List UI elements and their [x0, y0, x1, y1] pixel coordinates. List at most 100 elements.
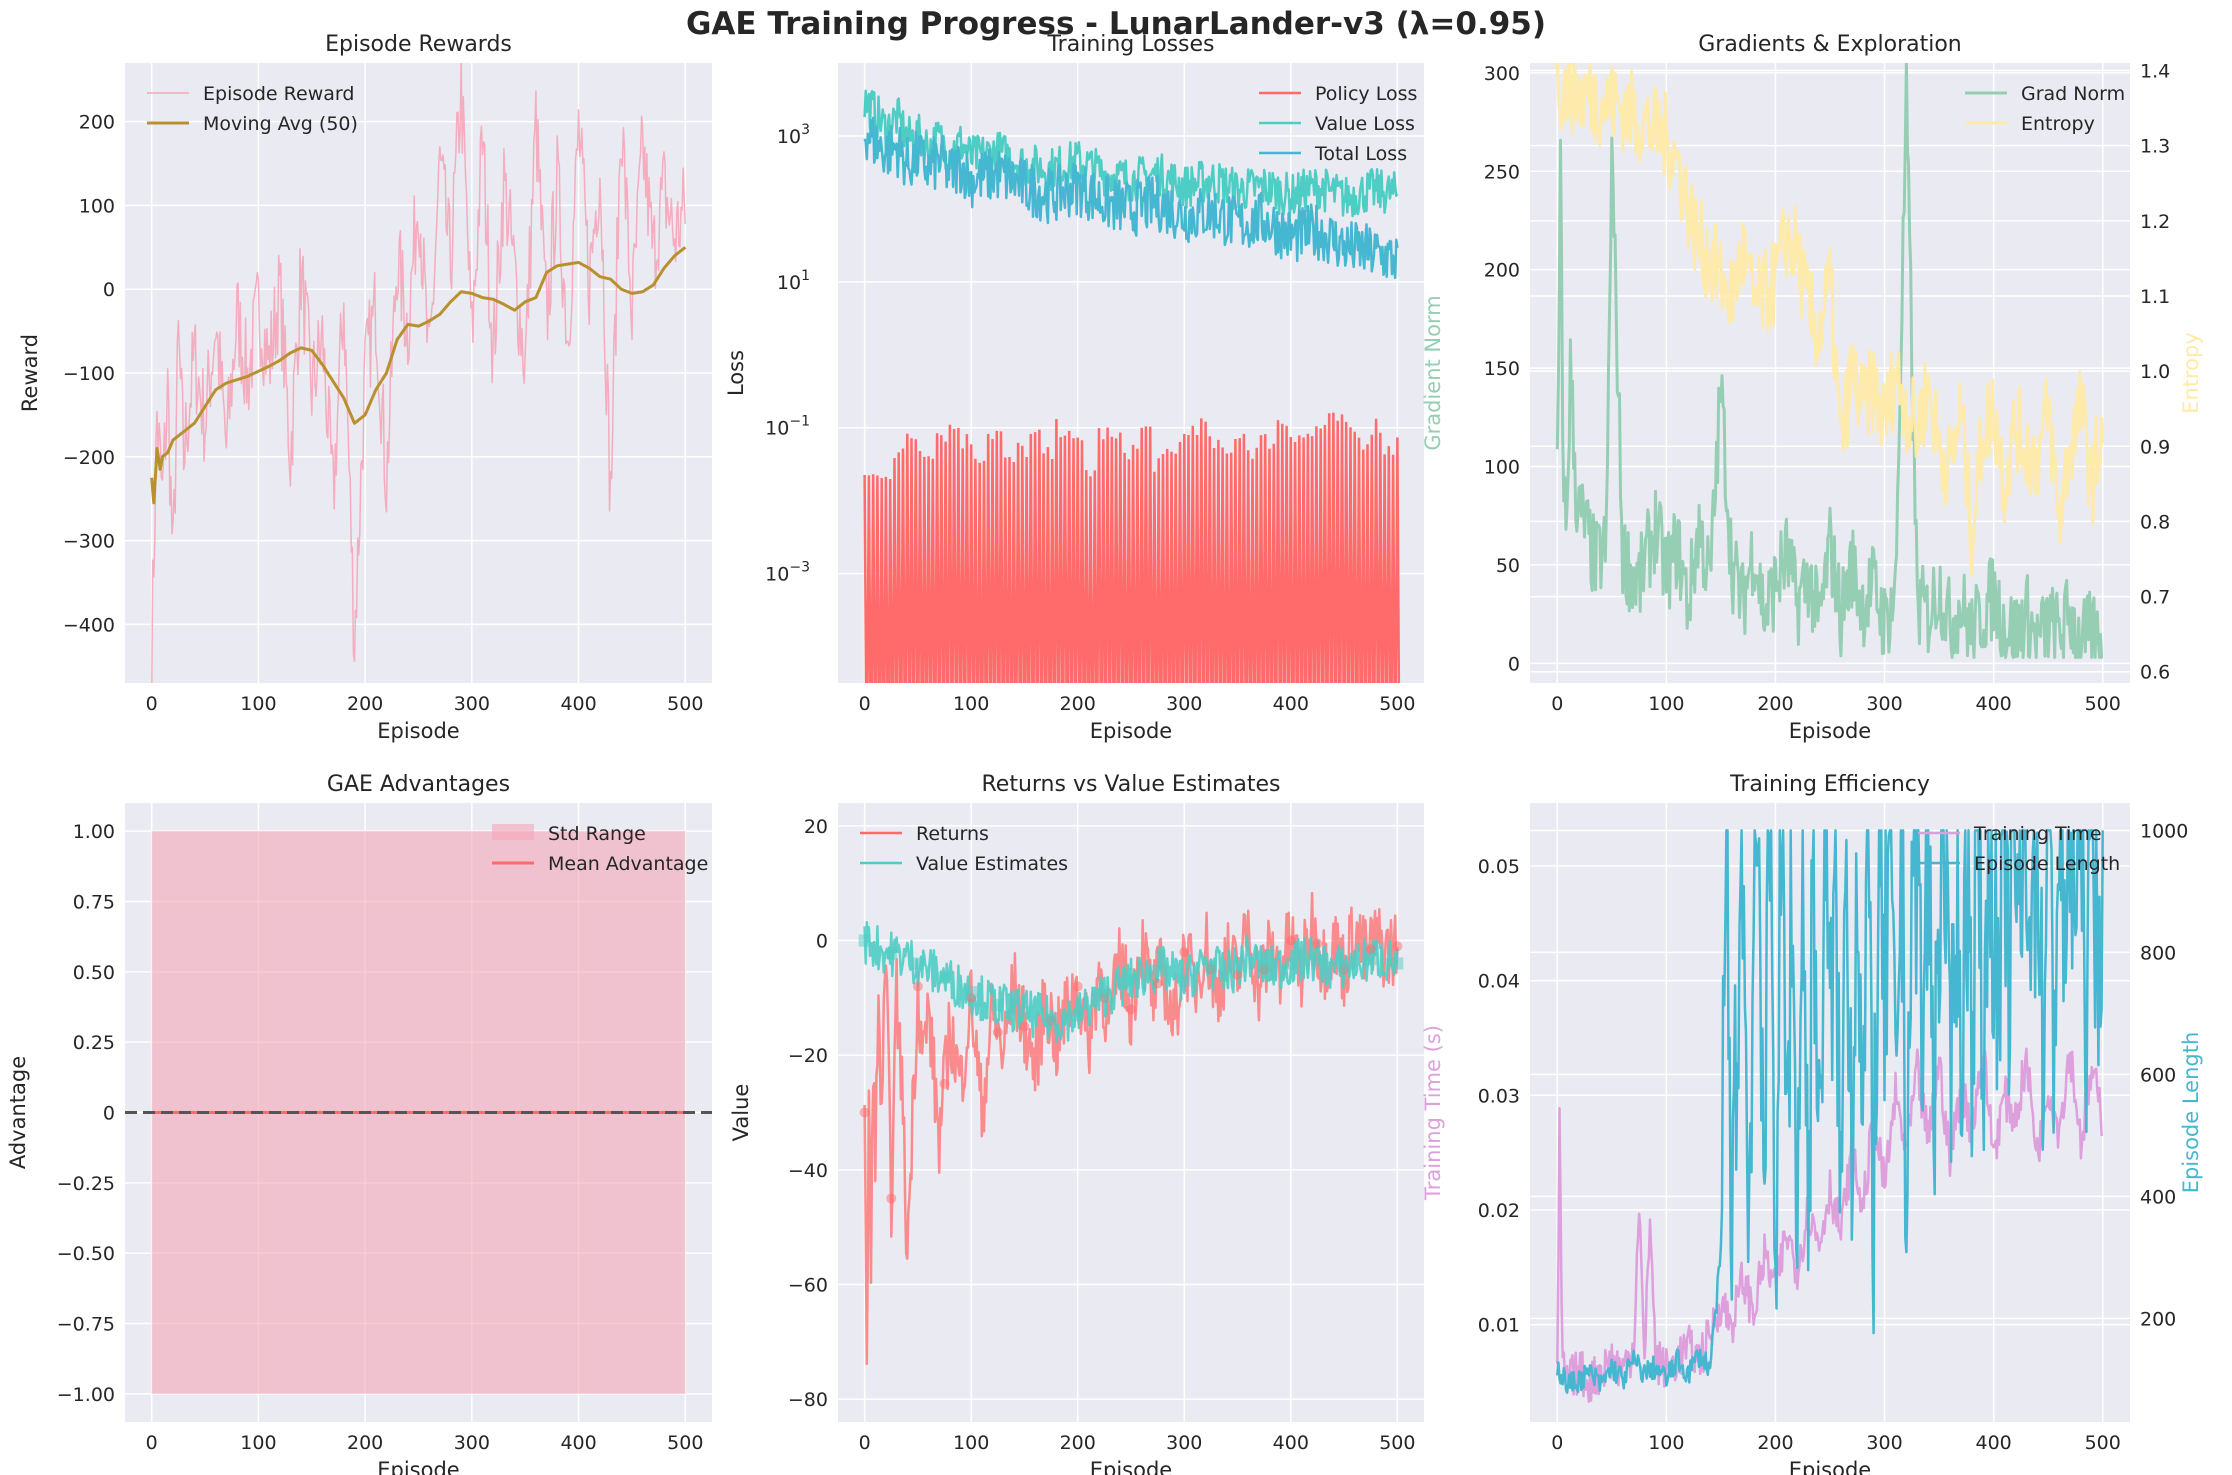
- return-marker: [1312, 938, 1323, 949]
- y-axis-label: Advantage: [6, 1056, 30, 1169]
- y-tick-label: 200: [1484, 260, 1520, 282]
- legend: Training Time Episode Length: [1918, 823, 2120, 875]
- return-marker: [939, 1078, 950, 1089]
- x-axis-label: Episode: [1789, 1458, 1871, 1475]
- plot-marks: [863, 89, 1401, 683]
- return-marker: [1392, 941, 1403, 952]
- y-tick-label: 0.01: [1478, 1315, 1520, 1337]
- plot-area: [1530, 803, 2130, 1422]
- x-tick-label: 200: [1060, 1432, 1096, 1454]
- x-tick-label: 100: [1648, 693, 1684, 715]
- y2-tick-label: 1.2: [2140, 211, 2170, 233]
- legend-swatch: [492, 824, 534, 840]
- y-tick-exponent: 1: [801, 268, 810, 284]
- legend: Grad Norm Entropy: [1965, 83, 2125, 135]
- value-marker: [1178, 974, 1191, 987]
- value-marker: [858, 934, 871, 947]
- plot-marks: [125, 831, 712, 1394]
- y2-tick-label: 400: [2140, 1186, 2176, 1208]
- legend-label: Mean Advantage: [548, 853, 708, 875]
- legend-label: Moving Avg (50): [203, 113, 358, 135]
- return-marker: [912, 981, 923, 992]
- subplot-title: Returns vs Value Estimates: [982, 772, 1281, 797]
- y-tick-label: −300: [63, 531, 115, 553]
- y-tick-label: 0.02: [1478, 1200, 1520, 1222]
- y2-axis-label: Episode Length: [2179, 1032, 2203, 1194]
- y-tick-label: 0.03: [1478, 1085, 1520, 1107]
- value-marker: [1098, 989, 1111, 1002]
- x-tick-label: 0: [146, 693, 158, 715]
- y-axis-label: Training Time (s): [1421, 1025, 1445, 1201]
- y2-tick-label: 200: [2140, 1308, 2176, 1330]
- figure-title: GAE Training Progress - LunarLander-v3 (…: [685, 6, 1547, 42]
- x-tick-label: 100: [953, 1432, 989, 1454]
- x-tick-label: 500: [1379, 1432, 1415, 1454]
- y-tick-label: −400: [63, 614, 115, 636]
- value-marker: [1258, 960, 1271, 973]
- y-tick-label: 0.75: [73, 891, 115, 913]
- x-axis-label: Episode: [377, 719, 459, 743]
- panel-2: Training Losses 0 100 200 300 400 500 Episode 10…: [724, 32, 1424, 743]
- y-tick-label: 200: [79, 112, 115, 134]
- return-marker: [1152, 978, 1163, 989]
- y-tick-label: 10−3: [765, 560, 810, 586]
- value-marker: [1391, 957, 1404, 970]
- x-tick-label: 300: [454, 693, 490, 715]
- x-tick-label: 300: [1166, 693, 1202, 715]
- x-tick-label: 100: [953, 693, 989, 715]
- x-tick-label: 400: [1976, 693, 2012, 715]
- x-tick-label: 200: [1757, 1432, 1793, 1454]
- y-axis-label: Reward: [18, 334, 42, 412]
- return-marker: [1285, 935, 1296, 946]
- x-tick-label: 300: [1866, 693, 1902, 715]
- x-tick-label: 500: [2085, 693, 2121, 715]
- legend-label: Value Estimates: [916, 853, 1068, 875]
- y-tick-label: 0: [103, 279, 115, 301]
- y-tick-exponent: −1: [789, 414, 810, 430]
- y2-tick-label: 800: [2140, 942, 2176, 964]
- x-tick-label: 200: [347, 693, 383, 715]
- y-tick-label: −0.50: [57, 1243, 115, 1265]
- y-axis-label: Value: [729, 1084, 753, 1142]
- x-tick-label: 200: [1060, 693, 1096, 715]
- y-tick-label: 0.05: [1478, 856, 1520, 878]
- y-tick-label: −100: [63, 363, 115, 385]
- value-marker: [1204, 960, 1217, 973]
- y-tick-label: 1.00: [73, 821, 115, 843]
- y-tick-label: 0.25: [73, 1032, 115, 1054]
- y-tick-label: 0.04: [1478, 971, 1520, 993]
- x-axis-label: Episode: [1090, 1458, 1172, 1475]
- y-axis-label: Gradient Norm: [1421, 295, 1445, 450]
- y-axis-label: Loss: [724, 350, 748, 396]
- y2-tick-label: 1.4: [2140, 61, 2170, 83]
- value-marker: [1045, 1013, 1058, 1026]
- plot-marks: [858, 891, 1404, 1366]
- plot-marks: [1555, 63, 2105, 659]
- y-tick-label: 0: [816, 931, 828, 953]
- y2-tick-label: 0.7: [2140, 587, 2170, 609]
- y-tick-label: −80: [788, 1389, 828, 1411]
- gridlines: [125, 63, 712, 683]
- y2-tick-label: 1.1: [2140, 286, 2170, 308]
- series-line-episode-length: [1556, 829, 2104, 1394]
- series-line-total-loss: [863, 116, 1399, 280]
- return-marker: [1126, 1004, 1136, 1015]
- y-tick-label: 250: [1484, 161, 1520, 183]
- legend-label: Std Range: [548, 823, 646, 845]
- legend: Std Range Mean Advantage: [492, 823, 708, 875]
- series-line-entropy: [1555, 63, 2105, 577]
- return-marker: [859, 1107, 870, 1118]
- legend-label: Episode Length: [1974, 853, 2120, 875]
- x-tick-label: 0: [859, 693, 871, 715]
- legend: Returns Value Estimates: [860, 823, 1068, 875]
- value-marker: [991, 999, 1004, 1012]
- y-tick-label: −1.00: [57, 1384, 115, 1406]
- return-marker: [1232, 969, 1243, 980]
- legend-label: Returns: [916, 823, 989, 845]
- value-marker: [1018, 1006, 1031, 1019]
- plot-marks: [1556, 829, 2104, 1403]
- y-tick-label: 0: [103, 1103, 115, 1125]
- y-tick-label: 100: [1484, 456, 1520, 478]
- series-line-episode-reward: [151, 63, 687, 683]
